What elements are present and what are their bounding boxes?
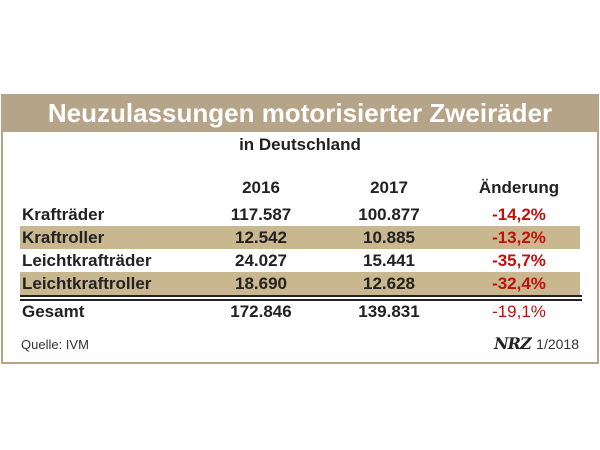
- value-2016: 24.027: [235, 251, 287, 270]
- value-change: -35,7%: [492, 251, 546, 270]
- total-row: Gesamt 172.846 139.831 -19,1%: [20, 300, 580, 323]
- value-2017: 10.885: [363, 228, 415, 247]
- table-row: Leichtkrafträder 24.027 15.441 -35,7%: [20, 249, 580, 272]
- title-banner: Neuzulassungen motorisierter Zweiräder: [1, 94, 599, 132]
- row-label: Kraftroller: [22, 228, 105, 247]
- infographic-card: Neuzulassungen motorisierter Zweiräder i…: [1, 94, 599, 364]
- value-change: -13,2%: [492, 228, 546, 247]
- row-label: Leichtkraftroller: [22, 274, 152, 293]
- publish-date: 1/2018: [536, 335, 579, 352]
- row-label: Leichtkrafträder: [22, 251, 152, 270]
- table-header: 2016 2017 Änderung: [3, 178, 597, 200]
- row-label: Krafträder: [22, 205, 105, 224]
- total-label: Gesamt: [22, 302, 85, 321]
- value-2016: 12.542: [235, 228, 287, 247]
- total-2017: 139.831: [358, 302, 420, 321]
- brand-credit: NRZ 1/2018: [491, 334, 579, 353]
- value-2017: 12.628: [363, 274, 415, 293]
- subtitle: in Deutschland: [239, 135, 361, 154]
- table-body: Krafträder 117.587 100.877 -14,2% Kraftr…: [3, 203, 597, 295]
- value-2017: 100.877: [358, 205, 420, 224]
- table-row: Leichtkraftroller 18.690 12.628 -32,4%: [20, 272, 580, 295]
- value-2016: 117.587: [230, 205, 292, 224]
- table-row: Krafträder 117.587 100.877 -14,2%: [20, 203, 580, 226]
- total-divider: [20, 295, 582, 297]
- value-change: -32,4%: [492, 274, 546, 293]
- value-change: -14,2%: [492, 205, 546, 224]
- value-2016: 18.690: [235, 274, 287, 293]
- total-change: -19,1%: [492, 302, 546, 321]
- header-change: Änderung: [478, 178, 560, 197]
- total-divider: [20, 299, 582, 301]
- table-footer: Gesamt 172.846 139.831 -19,1%: [3, 300, 597, 324]
- nrz-logo: NRZ: [491, 334, 532, 353]
- header-2016: 2016: [242, 178, 280, 197]
- source-note: Quelle: IVM: [21, 337, 89, 352]
- table-row: Kraftroller 12.542 10.885 -13,2%: [20, 226, 580, 249]
- header-2017: 2017: [370, 178, 408, 197]
- value-2017: 15.441: [363, 251, 415, 270]
- total-2016: 172.846: [230, 302, 292, 321]
- page-title: Neuzulassungen motorisierter Zweiräder: [47, 98, 553, 128]
